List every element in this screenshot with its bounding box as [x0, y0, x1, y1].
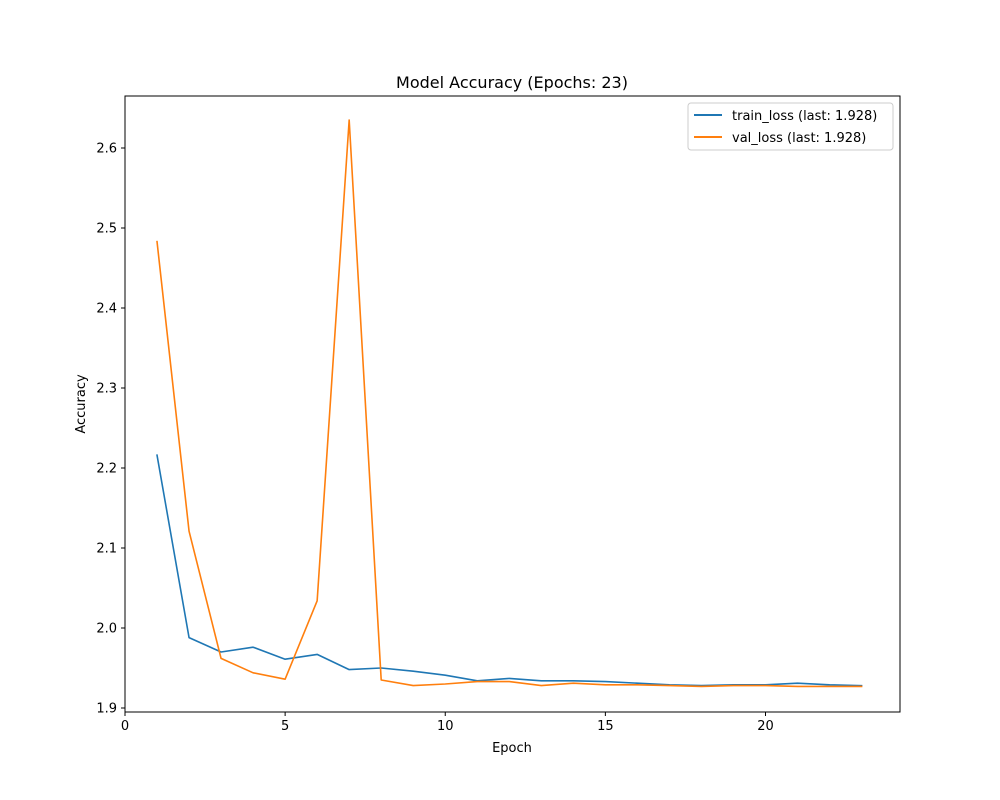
- chart-title: Model Accuracy (Epochs: 23): [396, 73, 628, 92]
- legend: train_loss (last: 1.928) val_loss (last:…: [687, 102, 894, 151]
- y-tick-label: 2.6: [96, 142, 117, 157]
- y-tick-label: 2.4: [96, 302, 117, 317]
- y-tick-label: 2.1: [96, 542, 117, 557]
- legend-label-val-loss: val_loss (last: 1.928): [732, 131, 866, 146]
- axes-frame: [124, 95, 901, 713]
- y-tick-label: 2.3: [96, 382, 117, 397]
- y-tick-label: 2.5: [96, 222, 117, 237]
- x-tick-label: 20: [757, 719, 774, 734]
- legend-box: [687, 102, 894, 151]
- series-lines: [156, 119, 863, 688]
- series-line-val-loss: [156, 119, 863, 688]
- x-axis-ticks: 0 5 10 15 20: [121, 712, 774, 734]
- y-axis-ticks: 1.9 2.0 2.1 2.2 2.3 2.4 2.5 2.6: [96, 142, 125, 717]
- x-tick-label: 5: [281, 719, 289, 734]
- x-tick-label: 0: [121, 719, 129, 734]
- y-tick-label: 1.9: [96, 702, 117, 717]
- x-axis-label: Epoch: [492, 741, 532, 756]
- x-tick-label: 15: [597, 719, 614, 734]
- y-axis-label: Accuracy: [74, 374, 89, 434]
- y-tick-label: 2.0: [96, 622, 117, 637]
- x-tick-label: 10: [437, 719, 454, 734]
- y-tick-label: 2.2: [96, 462, 117, 477]
- legend-label-train-loss: train_loss (last: 1.928): [732, 109, 877, 124]
